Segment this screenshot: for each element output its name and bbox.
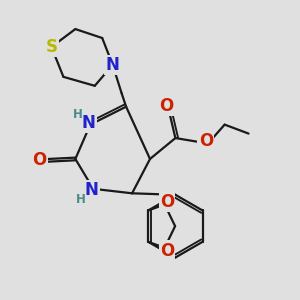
Text: O: O xyxy=(160,193,174,211)
Text: O: O xyxy=(159,97,173,115)
Text: O: O xyxy=(199,132,213,150)
Text: N: N xyxy=(82,114,96,132)
Text: O: O xyxy=(32,152,46,169)
Text: N: N xyxy=(106,56,120,74)
Text: O: O xyxy=(160,242,174,260)
Text: S: S xyxy=(46,38,58,56)
Text: H: H xyxy=(73,108,83,121)
Text: N: N xyxy=(85,181,99,199)
Text: H: H xyxy=(76,193,86,206)
